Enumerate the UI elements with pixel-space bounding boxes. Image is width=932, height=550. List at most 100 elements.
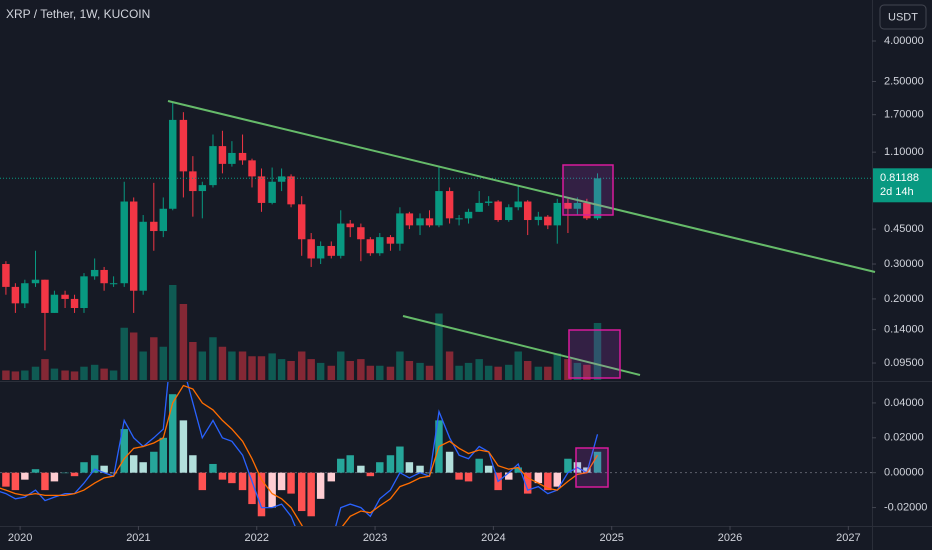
macd-histogram-bar — [593, 451, 602, 473]
candle-body — [564, 202, 572, 209]
candle-body — [445, 191, 454, 219]
axes: 4.00000 2.50000 1.70000 1.10000 0.45000 0.300… — [8, 35, 932, 544]
x-tick-label: 2027 — [836, 532, 860, 544]
macd-histogram-bar — [218, 472, 227, 480]
macd-histogram-bar — [139, 462, 147, 473]
macd-histogram-bar — [396, 446, 404, 473]
candle-body — [50, 294, 59, 313]
volume-bar — [316, 362, 325, 380]
macd-histogram-bar — [307, 472, 315, 517]
volume-bar — [475, 359, 483, 380]
candle-body — [396, 213, 404, 244]
volume-bar — [90, 364, 99, 380]
volume-bar — [238, 351, 247, 380]
volume-bar — [41, 359, 49, 380]
volume-bar — [514, 351, 522, 380]
candle-body — [70, 298, 79, 309]
candle-body — [228, 152, 236, 164]
volume-bar — [2, 370, 10, 380]
candle-body — [90, 269, 99, 277]
volume-bar — [523, 361, 532, 380]
candle-body — [31, 279, 40, 284]
candle-body — [287, 176, 295, 205]
macd-signal-line — [0, 384, 599, 526]
y-tick-label: 0.00000 — [884, 467, 924, 479]
candle-body — [129, 201, 138, 291]
macd-histogram-bar — [31, 469, 40, 473]
volume-bar — [100, 368, 108, 380]
candle-body — [120, 201, 128, 284]
macd-histogram-bar — [277, 472, 286, 491]
volume-bar — [307, 359, 315, 380]
macd-histogram-bar — [544, 472, 552, 491]
macd-histogram-bar — [475, 458, 483, 473]
volume-bar — [494, 366, 502, 380]
macd-histogram-bar — [297, 472, 306, 512]
macd-histogram-bar — [150, 451, 158, 473]
volume-bar — [297, 351, 306, 380]
macd-histogram-bar — [209, 463, 217, 473]
candle-body — [179, 119, 188, 172]
currency-button[interactable] — [879, 4, 927, 30]
y-tick-label: 0.14000 — [884, 324, 924, 336]
volume-bar — [61, 370, 69, 380]
candle-body — [505, 207, 513, 221]
highlight-box — [575, 447, 609, 488]
macd-histogram-bar — [228, 472, 236, 484]
macd-histogram-bar — [523, 472, 532, 494]
volume-bar — [287, 361, 295, 380]
macd-histogram-bar — [238, 472, 247, 491]
candle-body — [346, 223, 354, 228]
macd-histogram-bar — [287, 472, 295, 494]
macd-histogram-bar — [198, 472, 207, 491]
candle-body — [593, 178, 602, 219]
macd-histogram-bar — [2, 472, 10, 487]
x-tick-label: 2023 — [363, 532, 387, 544]
candle-body — [523, 201, 532, 221]
candle-body — [100, 269, 108, 284]
volume-bar — [445, 351, 454, 380]
last-price-tag — [873, 168, 932, 203]
y-tick-label: 1.70000 — [884, 109, 924, 121]
macd-histogram-bar — [534, 472, 543, 484]
volume-bar — [346, 361, 354, 380]
candle-body — [209, 146, 217, 186]
macd-histogram-bar — [41, 472, 49, 491]
macd-histogram-bar — [346, 455, 354, 473]
candle-body — [21, 283, 29, 304]
macd-histogram-bar — [179, 420, 188, 473]
highlight-box — [562, 164, 614, 216]
volume-bar — [159, 346, 168, 380]
macd-histogram-bar — [514, 467, 522, 473]
volume-bar — [484, 365, 493, 380]
volume-bar — [337, 351, 345, 380]
volume-bar — [564, 359, 572, 380]
volume-bar — [189, 342, 197, 380]
x-tick-label: 2024 — [481, 532, 505, 544]
volume-bar — [50, 368, 59, 380]
y-tick-label: 0.09500 — [884, 357, 924, 369]
macd-histogram-bar — [129, 455, 138, 473]
y-tick-label: 0.02000 — [884, 432, 924, 444]
candle-body — [416, 218, 424, 226]
trend-line — [167, 100, 876, 273]
volume-bar — [248, 356, 256, 380]
candle-body — [169, 119, 177, 209]
macd-histogram-bar — [505, 472, 513, 480]
candle-body — [150, 221, 158, 232]
candle-body — [366, 239, 375, 254]
candle-body — [316, 245, 325, 259]
candle-body — [139, 221, 147, 291]
candle-body — [514, 201, 522, 208]
volume-bar — [198, 351, 207, 380]
candle-body — [494, 201, 502, 221]
candle-body — [189, 171, 197, 192]
candle-body — [109, 283, 118, 285]
y-tick-label: 1.10000 — [884, 146, 924, 158]
candle-body — [218, 146, 227, 164]
volume-bar — [534, 366, 543, 380]
y-tick-label: -0.02000 — [884, 501, 927, 513]
y-tick-label: 4.00000 — [884, 35, 924, 47]
candle-body — [297, 204, 306, 240]
volume-bar — [553, 353, 562, 380]
